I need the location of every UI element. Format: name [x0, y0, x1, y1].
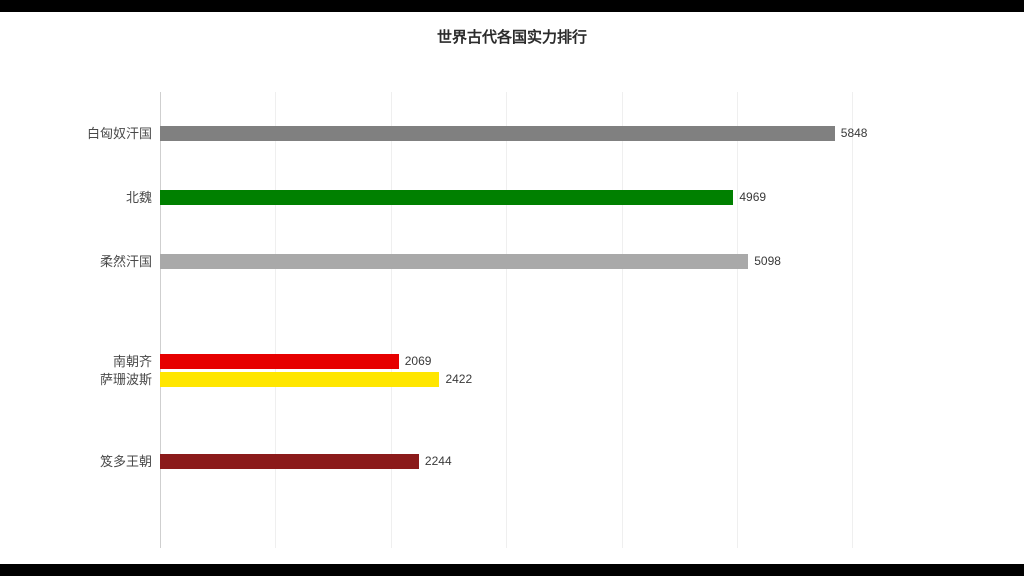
- data-label: 2069: [399, 354, 432, 369]
- bar: [160, 126, 835, 141]
- chart-title: 世界古代各国实力排行: [0, 26, 1024, 47]
- y-axis-label: 笈多王朝: [12, 454, 152, 469]
- x-gridline: [275, 92, 276, 548]
- y-axis-line: [160, 92, 161, 548]
- bar: [160, 254, 748, 269]
- y-axis-label: 南朝齐: [12, 354, 152, 369]
- x-gridline: [506, 92, 507, 548]
- bar: [160, 190, 733, 205]
- y-axis-label: 北魏: [12, 190, 152, 205]
- data-label: 2422: [439, 372, 472, 387]
- x-gridline: [737, 92, 738, 548]
- y-axis-label: 柔然汗国: [12, 254, 152, 269]
- x-gridline: [852, 92, 853, 548]
- bar: [160, 354, 399, 369]
- chart-plot-area: 白匈奴汗国5848北魏4969柔然汗国5098南朝齐2069萨珊波斯2422笈多…: [160, 92, 910, 548]
- x-gridline: [622, 92, 623, 548]
- data-label: 2244: [419, 454, 452, 469]
- x-gridline: [391, 92, 392, 548]
- data-label: 5848: [835, 126, 868, 141]
- data-label: 5098: [748, 254, 781, 269]
- chart-page: 世界古代各国实力排行 白匈奴汗国5848北魏4969柔然汗国5098南朝齐206…: [0, 12, 1024, 564]
- data-label: 4969: [733, 190, 766, 205]
- bar: [160, 454, 419, 469]
- y-axis-label: 萨珊波斯: [12, 372, 152, 387]
- bar: [160, 372, 439, 387]
- y-axis-label: 白匈奴汗国: [12, 126, 152, 141]
